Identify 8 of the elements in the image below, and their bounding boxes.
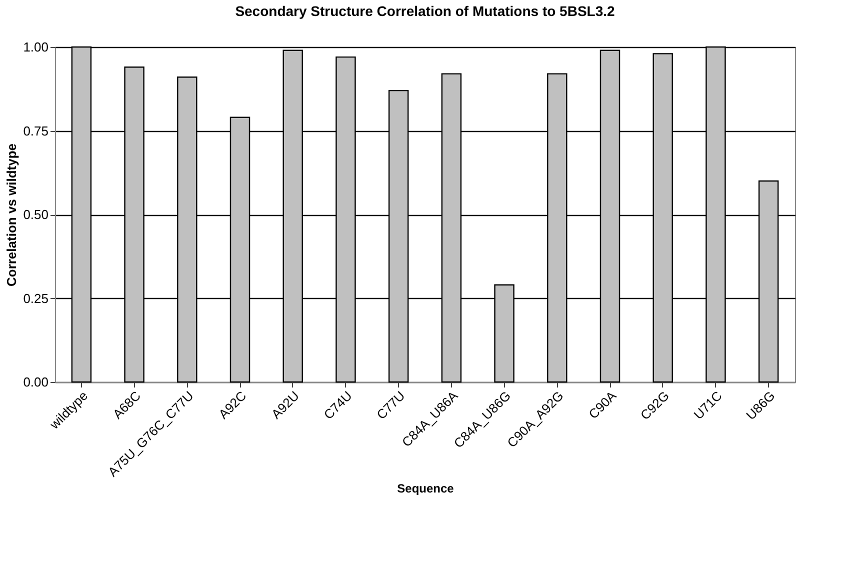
x-axis-title: Sequence	[397, 481, 454, 496]
y-tick-label: 0.75	[23, 123, 48, 138]
y-tick-label: 0.50	[23, 207, 48, 222]
y-tick-label: 0.25	[23, 290, 48, 306]
y-axis-title: Correlation vs wildtype	[4, 143, 20, 287]
y-tick-label: 1.00	[23, 40, 48, 54]
chart-title: Secondary Structure Correlation of Mutations to 5BSL3.2	[235, 3, 616, 19]
y-tick-label: 0.00	[23, 374, 48, 390]
